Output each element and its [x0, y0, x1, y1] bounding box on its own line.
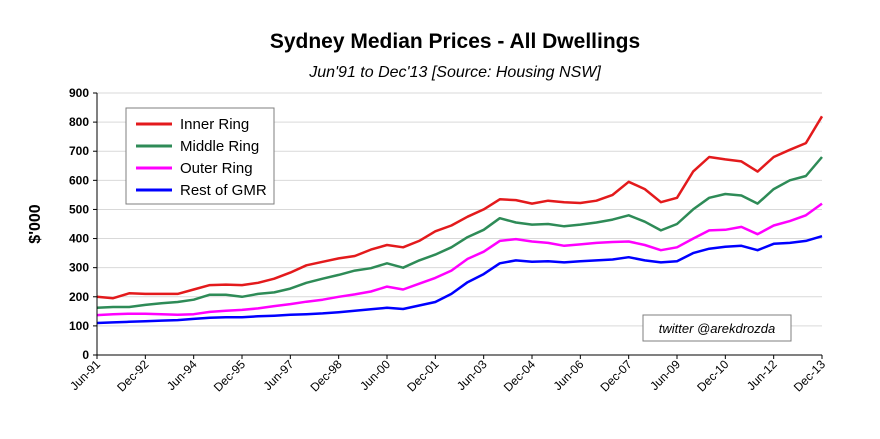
chart-title: Sydney Median Prices - All Dwellings: [269, 30, 641, 53]
x-tick-label: Dec-92: [114, 357, 151, 394]
y-tick-label: 200: [69, 290, 89, 304]
legend-label-middle-ring: Middle Ring: [180, 138, 259, 155]
y-tick-label: 500: [69, 202, 89, 216]
y-tick-label: 900: [69, 86, 89, 100]
credit-box-frame: [642, 314, 792, 342]
series-lines: [96, 115, 824, 325]
x-tick-label: Jun-94: [164, 357, 200, 393]
x-tick-label: Dec-10: [694, 357, 731, 394]
x-tick-label: Dec-04: [501, 357, 538, 394]
series-line-inner-ring: [96, 115, 824, 300]
credit-box: twitter @arekdrozda: [642, 314, 792, 342]
y-axis-label: $'000: [27, 204, 44, 244]
x-axis-ticks: Jun-91 Dec-92 Jun-94 Dec-95 Jun-97 Dec-98 Jun-…: [67, 355, 828, 394]
legend-label-outer-ring: Outer Ring: [180, 160, 253, 177]
y-tick-label: 700: [69, 144, 89, 158]
x-tick-label: Dec-98: [308, 357, 345, 394]
chart-subtitle: Jun'91 to Dec'13 [Source: Housing NSW]: [309, 64, 601, 81]
x-tick-label: Jun-06: [551, 357, 587, 393]
legend-label-inner-ring: Inner Ring: [180, 116, 249, 133]
y-tick-label: 0: [82, 348, 89, 362]
x-tick-label: Jun-00: [357, 357, 393, 393]
x-tick-label: Dec-95: [211, 357, 248, 394]
x-tick-label: Dec-13: [791, 357, 828, 394]
y-axis-ticks: 0 100 200 300 400 500 600 700 800 900: [69, 86, 97, 362]
series-line-middle-ring: [96, 156, 823, 310]
x-tick-label: Dec-01: [404, 357, 441, 394]
y-tick-label: 300: [69, 261, 89, 275]
x-tick-label: Jun-03: [454, 357, 490, 393]
y-tick-label: 100: [69, 319, 89, 333]
x-tick-label: Jun-91: [67, 357, 103, 393]
x-tick-label: Jun-12: [744, 357, 780, 393]
legend: Inner Ring Middle Ring Outer Ring Rest of G…: [125, 107, 275, 205]
series-line-rest-of-gmr: [96, 235, 823, 325]
series-line-outer-ring: [96, 202, 823, 317]
y-tick-label: 800: [69, 115, 89, 129]
credit-text: twitter @arekdrozda: [659, 321, 776, 336]
x-tick-label: Jun-97: [261, 357, 297, 393]
legend-label-rest-of-gmr: Rest of GMR: [180, 182, 267, 199]
y-tick-label: 600: [69, 173, 89, 187]
y-tick-label: 400: [69, 232, 89, 246]
x-tick-label: Dec-07: [598, 357, 635, 394]
x-tick-label: Jun-09: [647, 357, 683, 393]
